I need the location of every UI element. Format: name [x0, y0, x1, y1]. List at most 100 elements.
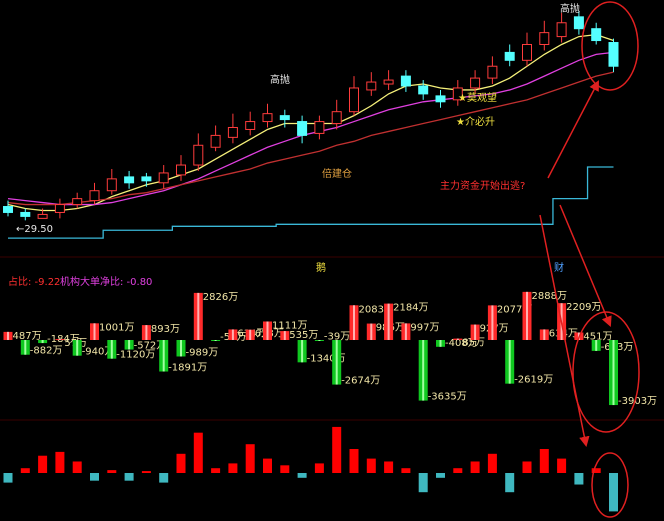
- value-label: -3903万: [618, 396, 657, 407]
- bar: [591, 468, 601, 473]
- moving-average-line: [7, 33, 614, 212]
- bar: [193, 432, 203, 473]
- value-label: -940万: [82, 347, 115, 358]
- bar: [609, 473, 618, 512]
- panel-label: 鹅: [316, 261, 326, 274]
- bar-highlight: [404, 323, 407, 340]
- annotation: ★介必升: [456, 115, 495, 128]
- value-label: 2209万: [566, 302, 601, 313]
- bar-highlight: [422, 340, 425, 401]
- moving-average-line: [7, 71, 614, 206]
- bar-highlight: [7, 331, 9, 340]
- candle-body: [366, 81, 377, 91]
- highlight-circle: [591, 452, 629, 518]
- bar-highlight: [595, 340, 598, 351]
- bar: [263, 458, 272, 473]
- bar-highlight: [231, 329, 234, 340]
- bar-highlight: [110, 340, 113, 359]
- candle-body: [400, 75, 411, 87]
- annotation: 主力资金开始出逃?: [440, 179, 525, 192]
- candle-body: [20, 211, 31, 217]
- candle-body: [504, 51, 515, 61]
- bar-highlight: [301, 340, 304, 363]
- panel-label: 机构大单净比: -0.80: [60, 275, 152, 288]
- bar: [436, 473, 445, 478]
- bar-highlight: [474, 324, 477, 340]
- candle-body: [279, 115, 290, 121]
- bar: [38, 455, 48, 473]
- value-label: -1120万: [116, 350, 155, 361]
- bar-highlight: [526, 291, 528, 340]
- candle-body: [141, 176, 152, 182]
- bar-highlight: [41, 340, 44, 344]
- candle-body: [418, 85, 429, 95]
- candle-body: [37, 213, 48, 219]
- candle-body: [262, 113, 273, 123]
- bar-highlight: [318, 340, 321, 341]
- bar-highlight: [283, 331, 286, 340]
- bar-highlight: [214, 340, 217, 341]
- bar: [522, 461, 532, 473]
- bar: [280, 465, 290, 473]
- candle-body: [54, 204, 65, 213]
- candle-body: [176, 164, 186, 176]
- bar: [124, 473, 134, 481]
- bar-highlight: [145, 325, 148, 340]
- annotation: 高抛: [270, 73, 290, 86]
- bar: [539, 449, 549, 473]
- moving-average-line: [7, 51, 614, 206]
- value-label: 2083万: [359, 304, 394, 315]
- value-label: -989万: [186, 347, 219, 358]
- candle-body: [383, 79, 394, 85]
- annotation: ←29.50: [16, 224, 53, 235]
- candle-body: [124, 176, 135, 184]
- annotation: 高抛: [560, 2, 580, 15]
- bar: [366, 458, 376, 473]
- candle-body: [210, 134, 221, 148]
- bar: [418, 473, 428, 493]
- bar: [557, 458, 567, 473]
- candle-body: [72, 198, 83, 206]
- bar-highlight: [491, 305, 494, 340]
- bar-highlight: [543, 329, 546, 340]
- bar: [332, 426, 342, 473]
- value-label: -1340万: [307, 353, 346, 364]
- value-label: -1891万: [168, 363, 207, 374]
- bar: [107, 470, 117, 473]
- bar: [401, 468, 411, 473]
- bar: [159, 473, 169, 483]
- value-label: -882万: [30, 346, 63, 357]
- arrow: [539, 214, 590, 448]
- value-label: -408万: [445, 338, 478, 349]
- moving-average-line: [8, 166, 614, 239]
- bar: [487, 453, 497, 473]
- bar-highlight: [93, 323, 96, 340]
- bar-highlight: [439, 340, 442, 347]
- candle-body: [556, 22, 567, 38]
- value-label: 1001万: [99, 322, 134, 333]
- value-label: 2077万: [497, 304, 532, 315]
- candle-body: [158, 172, 169, 184]
- value-label: -572万: [134, 341, 167, 352]
- bar-highlight: [335, 340, 338, 385]
- bar-highlight: [370, 323, 373, 340]
- annotation: ★莫观望: [458, 91, 497, 104]
- bar: [245, 444, 255, 473]
- candle-body: [539, 32, 550, 45]
- candle-body: [227, 126, 238, 138]
- bar-highlight: [76, 340, 79, 356]
- candle-body: [89, 190, 100, 202]
- bar: [505, 473, 515, 493]
- value-label: 2826万: [203, 292, 238, 303]
- candle-body: [608, 42, 619, 67]
- arrow: [559, 204, 612, 327]
- bar-highlight: [58, 339, 61, 341]
- bar: [384, 461, 394, 473]
- value-label: 997万: [410, 322, 439, 333]
- candle-body: [193, 144, 204, 166]
- value-label: 451万: [583, 331, 612, 342]
- bar: [349, 449, 359, 473]
- value-label: -3635万: [428, 392, 467, 403]
